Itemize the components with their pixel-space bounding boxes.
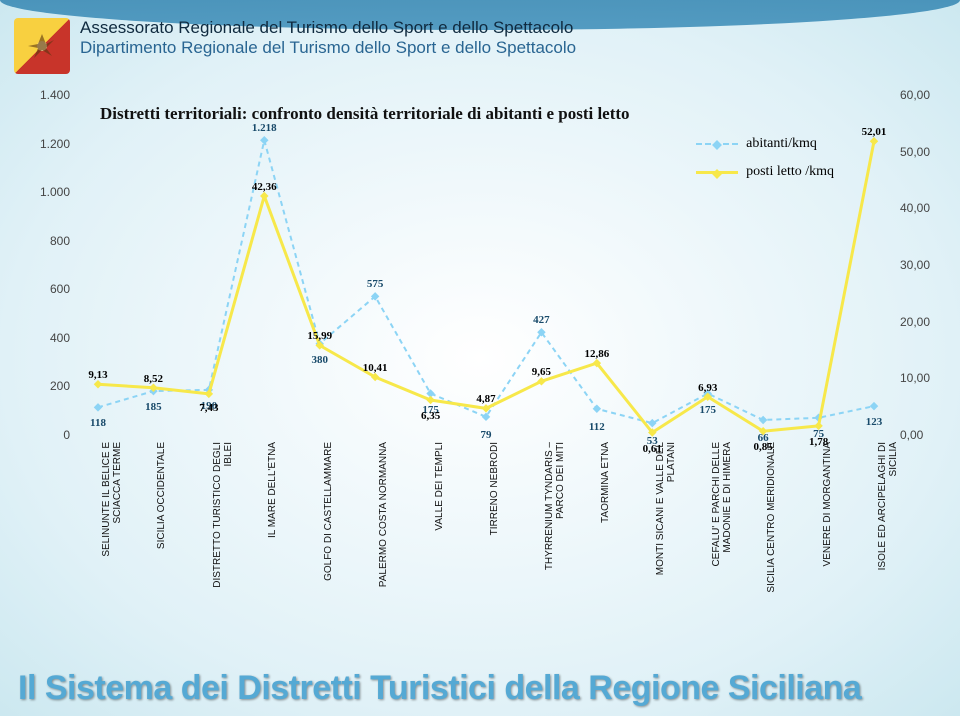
series-marker	[260, 136, 268, 144]
y-left-tick: 800	[20, 234, 70, 248]
value-label: 427	[533, 314, 550, 326]
value-label: 42,36	[252, 181, 277, 193]
x-category-label: SICILIA OCCIDENTALE	[157, 442, 168, 602]
value-label: 6,93	[698, 382, 717, 394]
x-category-label: IL MARE DELL'ETNA	[268, 442, 279, 602]
legend-label: posti letto /kmq	[746, 164, 834, 180]
y-left-tick: 1.200	[20, 137, 70, 151]
y-right-tick: 10,00	[900, 371, 930, 385]
header-line-2: Dipartimento Regionale del Turismo dello…	[80, 38, 940, 58]
x-category-label: TAORMINA ETNA	[601, 442, 612, 602]
header: Assessorato Regionale del Turismo dello …	[80, 18, 940, 58]
y-right-tick: 50,00	[900, 145, 930, 159]
y-left-tick: 600	[20, 282, 70, 296]
x-category-label: GOLFO DI CASTELLAMMARE	[324, 442, 335, 602]
x-category-label: CEFALU' E PARCHI DELLE MADONIE E DI HIME…	[712, 442, 733, 602]
legend: abitanti/kmq posti letto /kmq	[696, 136, 834, 192]
value-label: 175	[699, 404, 716, 416]
legend-label: abitanti/kmq	[746, 136, 817, 152]
value-label: 118	[90, 417, 106, 429]
value-label: 1.218	[252, 122, 277, 134]
value-label: 4,87	[476, 393, 495, 405]
series-marker	[94, 403, 102, 411]
series-marker	[593, 405, 601, 413]
series-marker	[759, 416, 767, 424]
y-left-tick: 400	[20, 331, 70, 345]
y-left-tick: 1.400	[20, 88, 70, 102]
series-marker	[870, 137, 878, 145]
x-category-label: THYRRENIUM TYNDARIS – PARCO DEI MITI	[545, 442, 566, 602]
footer-title: Il Sistema dei Distretti Turistici della…	[18, 669, 948, 708]
x-category-label: TIRRENO NEBRODI	[490, 442, 501, 602]
value-label: 15,99	[307, 330, 332, 342]
value-label: 9,65	[532, 366, 551, 378]
value-label: 575	[367, 278, 384, 290]
value-label: 10,41	[363, 362, 388, 374]
chart: Distretti territoriali: confronto densit…	[20, 96, 944, 596]
x-category-label: VENERE DI MORGANTINA	[823, 442, 834, 602]
value-label: 79	[481, 429, 492, 441]
region-logo	[14, 18, 70, 74]
x-category-label: PALERMO COSTA NORMANNA	[379, 442, 390, 602]
x-category-label: VALLE DEI TEMPLI	[435, 442, 446, 602]
y-left-tick: 1.000	[20, 185, 70, 199]
value-label: 112	[589, 421, 605, 433]
x-category-label: ISOLE ED ARCIPELAGHI DI SICILIA	[878, 442, 899, 602]
value-label: 185	[145, 401, 162, 413]
header-line-1: Assessorato Regionale del Turismo dello …	[80, 18, 940, 38]
value-label: 52,01	[862, 126, 887, 138]
series-marker	[870, 402, 878, 410]
value-label: 7,43	[199, 402, 218, 414]
series-marker	[648, 419, 656, 427]
value-label: 123	[866, 416, 883, 428]
y-left-tick: 200	[20, 379, 70, 393]
value-label: 12,86	[584, 348, 609, 360]
legend-item-abitanti: abitanti/kmq	[696, 136, 834, 152]
y-left-tick: 0	[20, 428, 70, 442]
series-marker	[94, 380, 102, 388]
value-label: 8,52	[144, 373, 163, 385]
y-right-tick: 20,00	[900, 315, 930, 329]
y-right-tick: 40,00	[900, 201, 930, 215]
y-right-tick: 30,00	[900, 258, 930, 272]
x-category-label: SICILIA CENTRO MERIDIONALE	[767, 442, 778, 602]
y-right-tick: 60,00	[900, 88, 930, 102]
series-marker	[260, 192, 268, 200]
legend-item-posti: posti letto /kmq	[696, 164, 834, 180]
x-category-label: DISTRETTO TURISTICO DEGLI IBLEI	[213, 442, 234, 602]
value-label: 6,35	[421, 410, 440, 422]
y-right-tick: 0,00	[900, 428, 923, 442]
x-category-label: SELINUNTE IL BELICE E SCIACCA TERME	[102, 442, 123, 602]
value-label: 380	[311, 354, 328, 366]
x-category-label: MONTI SICANI E VALLE DEL PLATANI	[656, 442, 677, 602]
value-label: 9,13	[88, 369, 107, 381]
